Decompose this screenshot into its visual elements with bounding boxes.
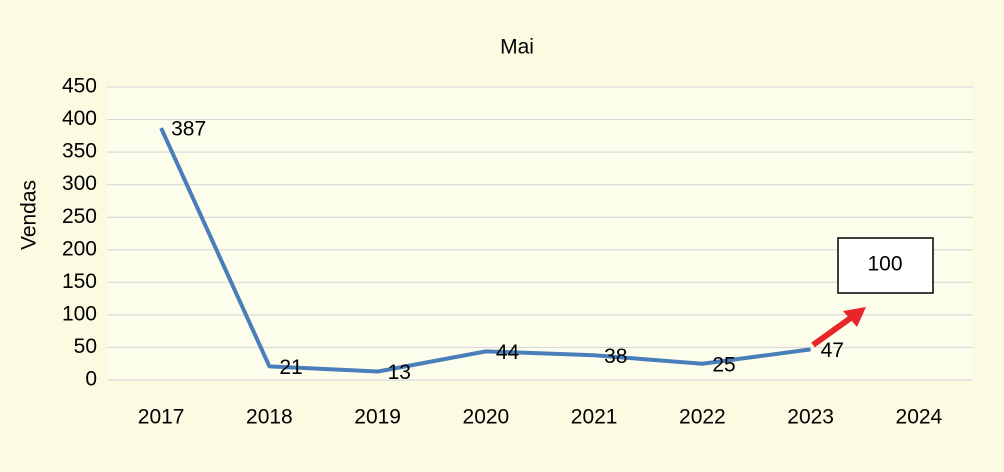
- value-label: 21: [279, 356, 302, 379]
- y-tick-label: 150: [62, 270, 97, 293]
- plot-area: [107, 87, 973, 380]
- x-tick-label: 2022: [679, 406, 726, 429]
- y-tick-label: 200: [62, 237, 97, 260]
- arrow-head: [843, 307, 866, 327]
- y-tick-label: 50: [74, 335, 97, 358]
- line: [159, 127, 811, 374]
- x-tick-label: 2023: [787, 406, 834, 429]
- x-tick-label: 2018: [246, 406, 293, 429]
- value-label: 13: [388, 361, 411, 384]
- x-tick-label: 2020: [463, 406, 510, 429]
- x-tick-label: 2019: [354, 406, 401, 429]
- value-label: 387: [171, 118, 206, 141]
- y-axis-label: Vendas: [18, 180, 41, 250]
- value-label: 44: [496, 341, 520, 364]
- value-label: 47: [821, 339, 844, 362]
- marks: 387 21 13 44 38 25 47: [159, 118, 844, 384]
- y-tick-label: 400: [62, 107, 97, 130]
- y-tick-label: 0: [85, 368, 97, 391]
- y-tick-label: 350: [62, 140, 97, 163]
- x-tick-label: 2024: [896, 406, 943, 429]
- y-tick-label: 300: [62, 172, 97, 195]
- value-label: 25: [712, 353, 735, 376]
- x-tick-label: 2017: [138, 406, 185, 429]
- annotation: 100: [867, 253, 902, 276]
- y-tick-label: 250: [62, 205, 97, 228]
- annotation-box: [837, 237, 934, 294]
- value-label: 38: [604, 345, 627, 368]
- x-tick-label: 2021: [571, 406, 618, 429]
- arrow-shaft: [811, 314, 854, 348]
- y-tick-label: 100: [62, 302, 97, 325]
- chart-title: Mai: [500, 36, 534, 59]
- grid: 0 50 100 150 200 250 300 350 400 450 2017 2018 2019 2…: [62, 75, 973, 429]
- y-tick-label: 450: [62, 75, 97, 98]
